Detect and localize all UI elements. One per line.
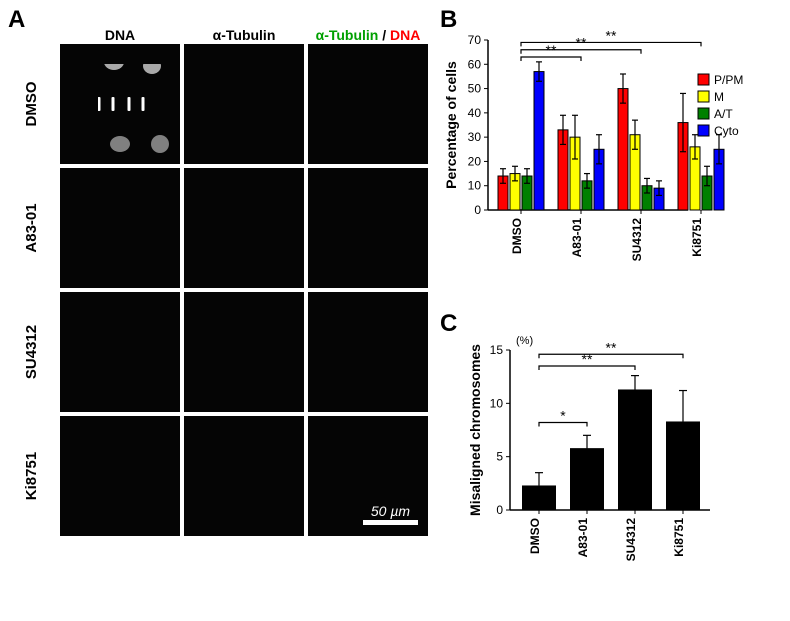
ytick: 60 <box>468 57 482 71</box>
legend-label-Cyto: Cyto <box>714 124 739 138</box>
xlabel-A83-01: A83-01 <box>576 518 590 558</box>
ytick: 15 <box>490 343 504 357</box>
sig-label: ** <box>606 339 617 355</box>
micrograph-SU4312-DNA <box>60 292 180 412</box>
legend-swatch-P/PM <box>698 74 709 85</box>
legend-label-P/PM: P/PM <box>714 73 743 87</box>
scalebar <box>363 520 418 525</box>
legend-swatch-A/T <box>698 108 709 119</box>
ytick: 20 <box>468 154 482 168</box>
xlabel-SU4312: SU4312 <box>630 218 644 262</box>
col-header-merge: α-Tubulin / DNA <box>316 27 421 43</box>
legend-label-M: M <box>714 90 724 104</box>
ytick: 70 <box>468 33 482 47</box>
row-label-SU4312: SU4312 <box>23 325 40 379</box>
ytick: 50 <box>468 82 482 96</box>
legend-swatch-M <box>698 91 709 102</box>
col-header-tubulin: α-Tubulin <box>213 27 276 43</box>
micrograph-DMSO-Tub <box>184 44 304 164</box>
row-label-Ki8751: Ki8751 <box>23 452 40 500</box>
sig-label: ** <box>582 351 593 367</box>
ytick: 30 <box>468 130 482 144</box>
ytick: 0 <box>474 203 481 217</box>
xlabel-A83-01: A83-01 <box>570 218 584 258</box>
micrograph-SU4312-Merge <box>308 292 428 412</box>
micrograph-A83-01-Tub <box>184 168 304 288</box>
ytick: 5 <box>496 450 503 464</box>
xlabel-SU4312: SU4312 <box>624 518 638 562</box>
bar-DMSO-Cyto <box>534 72 544 210</box>
ytick: 40 <box>468 106 482 120</box>
micrograph-SU4312-Tub <box>184 292 304 412</box>
row-label-DMSO: DMSO <box>23 81 40 126</box>
micrograph-DMSO-DNA <box>60 44 180 164</box>
ytick: 0 <box>496 503 503 517</box>
micrograph-Ki8751-Tub <box>184 416 304 536</box>
ytick: 10 <box>490 396 504 410</box>
bar-SU4312-P/PM <box>618 89 628 210</box>
yunit-c: (%) <box>516 335 533 347</box>
xlabel-Ki8751: Ki8751 <box>690 218 704 257</box>
ylabel-c: Misaligned chromosomes <box>467 344 483 516</box>
panel-c-barchart: 0 5 10 15 Misaligned chromosomes (%) DMSO A83-0… <box>440 320 790 620</box>
row-label-A83-01: A83-01 <box>23 203 40 252</box>
panel-b-barchart: 0 10 20 30 40 50 60 70 Percentage of cells DMSO A8… <box>440 18 790 298</box>
xlabel-DMSO: DMSO <box>528 518 542 554</box>
legend-swatch-Cyto <box>698 125 709 136</box>
panel-a-micrographs: DNA α-Tubulin α-Tubulin / DNA DMSO A83-01 SU4… <box>22 24 442 584</box>
micrograph-A83-01-DNA <box>60 168 180 288</box>
sig-label: * <box>560 408 566 424</box>
legend-label-A/T: A/T <box>714 107 733 121</box>
xlabel-Ki8751: Ki8751 <box>672 518 686 557</box>
col-header-dna: DNA <box>105 27 135 43</box>
bar-SU4312 <box>618 389 652 510</box>
micrograph-A83-01-Merge <box>308 168 428 288</box>
micrograph-DMSO-Merge <box>308 44 428 164</box>
ylabel-b: Percentage of cells <box>443 61 459 189</box>
micrograph-Ki8751-Merge: 50 µm <box>308 416 428 536</box>
sig-label: ** <box>606 27 617 43</box>
ytick: 10 <box>468 179 482 193</box>
xlabel-DMSO: DMSO <box>510 218 524 254</box>
micrograph-Ki8751-DNA <box>60 416 180 536</box>
scalebar-label: 50 µm <box>371 503 411 519</box>
